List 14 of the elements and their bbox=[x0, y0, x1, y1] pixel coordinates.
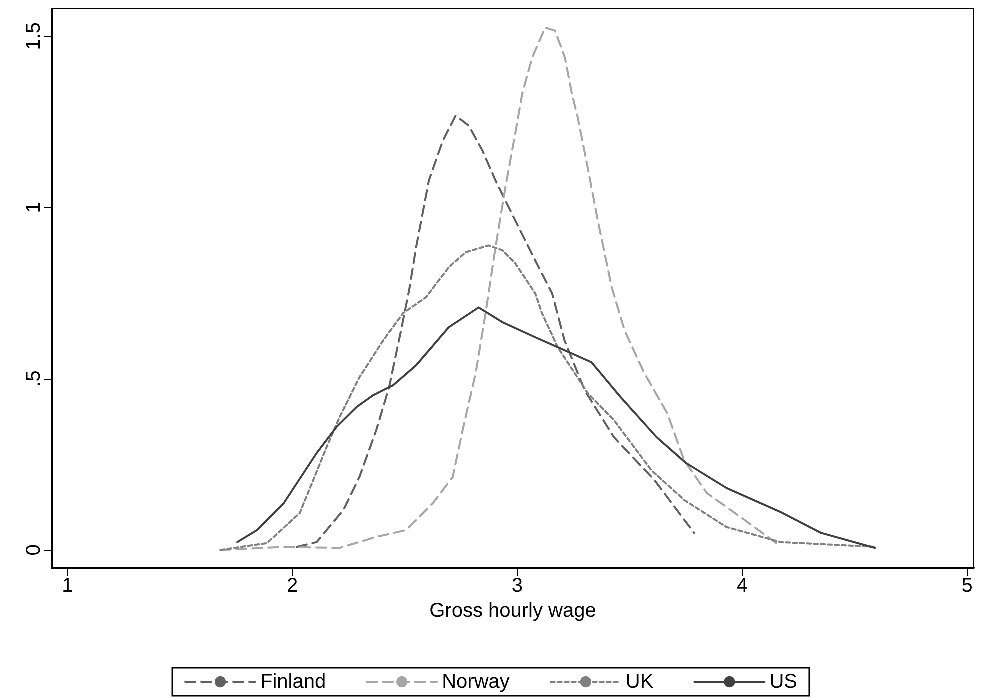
legend-label: UK bbox=[626, 671, 654, 693]
legend-label: Finland bbox=[260, 671, 326, 693]
x-tick-label: 1 bbox=[62, 575, 74, 597]
x-tick-label: 5 bbox=[962, 575, 973, 597]
y-tick-label: 1.5 bbox=[23, 22, 45, 50]
legend-label: Norway bbox=[442, 671, 510, 693]
y-tick-label: .5 bbox=[23, 370, 45, 388]
x-tick-label: 4 bbox=[736, 575, 748, 597]
x-tick-label: 2 bbox=[287, 575, 298, 597]
legend-label: US bbox=[770, 671, 798, 693]
y-tick-label: 0 bbox=[23, 544, 45, 556]
x-axis-title: Gross hourly wage bbox=[430, 600, 596, 622]
x-tick-label: 3 bbox=[512, 575, 524, 597]
y-tick-label: 1 bbox=[23, 202, 45, 214]
